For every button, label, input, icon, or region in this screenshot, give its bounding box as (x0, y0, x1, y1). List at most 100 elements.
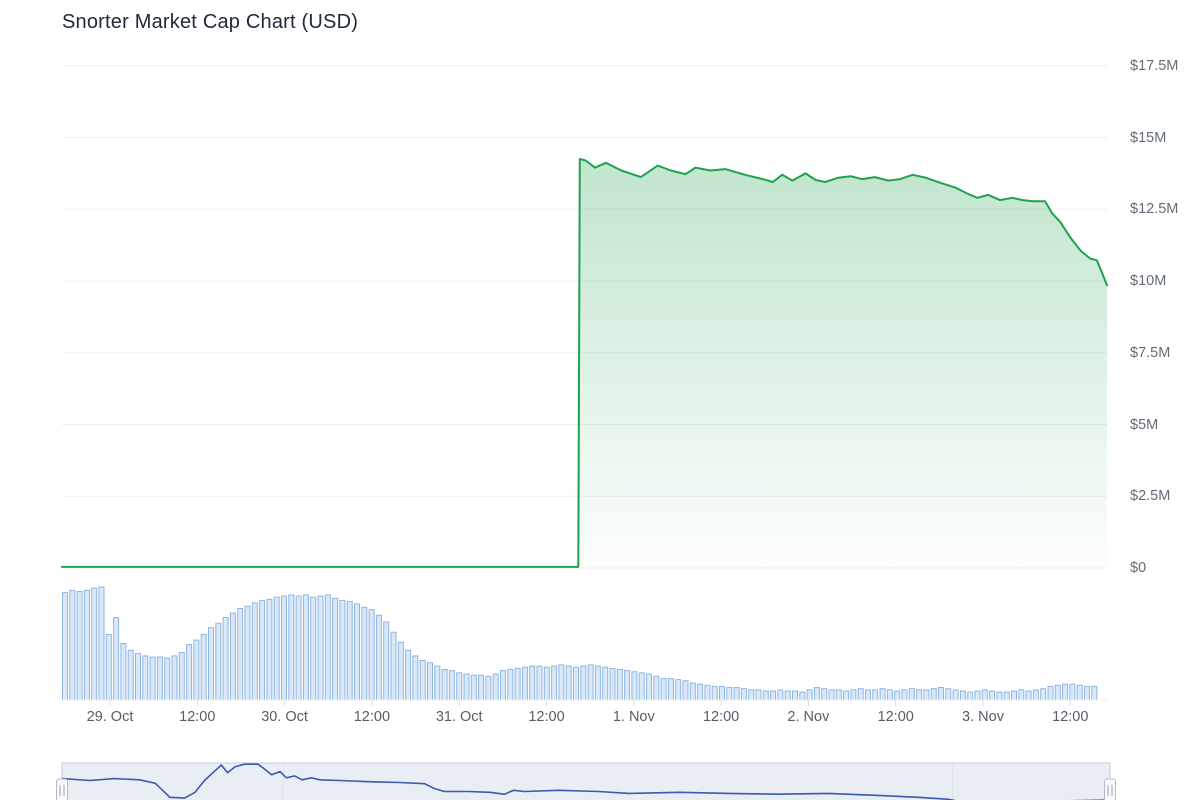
y-axis-label: $12.5M (1130, 201, 1179, 218)
volume-bar (879, 688, 886, 701)
x-axis-label: 29. Oct (86, 709, 134, 725)
volume-bar (667, 678, 674, 701)
x-axis-label: 12:00 (877, 709, 914, 725)
navigator-right-handle[interactable] (1104, 778, 1116, 800)
volume-bar (222, 617, 229, 701)
volume-bar (974, 690, 981, 701)
volume-bar (908, 688, 915, 701)
volume-bar (200, 633, 207, 701)
volume-bar (996, 691, 1003, 701)
volume-bar (156, 656, 163, 701)
volume-bar (770, 690, 777, 701)
volume-bar (500, 670, 506, 701)
volume-bar (448, 670, 455, 701)
volume-bar (565, 665, 572, 701)
volume-bar (310, 596, 317, 701)
volume-bar (368, 609, 375, 701)
volume-bar (215, 622, 222, 701)
volume-bar (229, 612, 236, 701)
volume-bar (748, 689, 755, 701)
volume-bar (273, 596, 280, 701)
volume-bar (828, 689, 835, 701)
volume-bar (660, 678, 667, 701)
volume-bar (485, 675, 492, 701)
y-axis-label: $0 (1130, 560, 1147, 576)
y-axis-label: $10M (1130, 273, 1167, 289)
volume-bar (478, 674, 485, 701)
volume-bar (62, 592, 68, 701)
volume-bar (164, 657, 171, 701)
volume-bar (740, 688, 747, 701)
volume-bar (456, 672, 463, 701)
volume-bar (923, 689, 930, 701)
volume-bar (981, 689, 988, 701)
volume-bar (1011, 690, 1017, 701)
volume-bar (835, 689, 842, 701)
volume-bar (536, 665, 543, 701)
volume-bar (843, 690, 850, 701)
volume-bar (135, 653, 141, 701)
volume-bar (244, 605, 251, 701)
navigator[interactable] (56, 762, 1116, 800)
volume-bar (689, 682, 696, 701)
volume-bar (120, 643, 127, 701)
volume-bar (733, 687, 740, 701)
volume-bar (354, 603, 360, 701)
volume-bar (463, 673, 470, 701)
volume-bar (178, 652, 185, 701)
volume-bar (281, 595, 287, 701)
volume-bar (959, 690, 966, 701)
volume-bar (521, 666, 528, 701)
navigator-track[interactable] (61, 762, 1111, 800)
volume-bar (113, 617, 120, 701)
volume-bar (127, 649, 134, 701)
chart-title: Snorter Market Cap Chart (USD) (62, 11, 359, 33)
volume-bar (1047, 685, 1054, 701)
volume-bar (930, 688, 937, 701)
x-axis-label: 12:00 (528, 709, 565, 725)
volume-bar (427, 662, 433, 701)
volume-bar (1069, 683, 1076, 701)
volume-bar (302, 594, 309, 701)
volume-bar (383, 621, 390, 701)
volume-bar (259, 600, 266, 701)
volume-bar (83, 589, 90, 701)
volume-bar (755, 689, 762, 701)
volume-bar (339, 600, 346, 701)
volume-bar (945, 688, 952, 701)
x-axis-label: 12:00 (353, 709, 391, 725)
volume-bar (784, 690, 791, 701)
volume-bar (375, 614, 382, 701)
volume-bar (865, 689, 871, 701)
volume-bar (419, 659, 426, 701)
volume-bar (1003, 691, 1010, 701)
volume-bar (646, 673, 652, 701)
volume-bar (76, 591, 83, 701)
navigator-left-handle[interactable] (56, 778, 68, 800)
volume-bar (675, 679, 682, 701)
volume-bar (412, 655, 419, 701)
volume-bar (1025, 690, 1032, 701)
volume-bar (762, 690, 769, 701)
volume-bar (952, 689, 959, 701)
volume-bar (726, 687, 733, 701)
volume-bar (638, 672, 645, 701)
volume-bar (886, 689, 893, 701)
x-axis-label: 30. Oct (261, 709, 308, 725)
x-axis-label: 12:00 (179, 709, 216, 725)
volume-bar (98, 586, 105, 701)
navigator-series-line (61, 763, 1110, 800)
volume-bar (288, 594, 295, 701)
volume-bar (507, 668, 514, 701)
volume-bar (704, 684, 711, 701)
y-axis-label: $2.5M (1130, 488, 1171, 505)
volume-bar (295, 595, 302, 701)
volume-bar (1018, 689, 1025, 701)
volume-bar (317, 595, 324, 701)
volume-bar (142, 655, 149, 701)
volume-bar (208, 627, 214, 701)
volume-bar (719, 685, 725, 701)
volume-bar (777, 689, 784, 701)
volume-bar (434, 665, 441, 701)
